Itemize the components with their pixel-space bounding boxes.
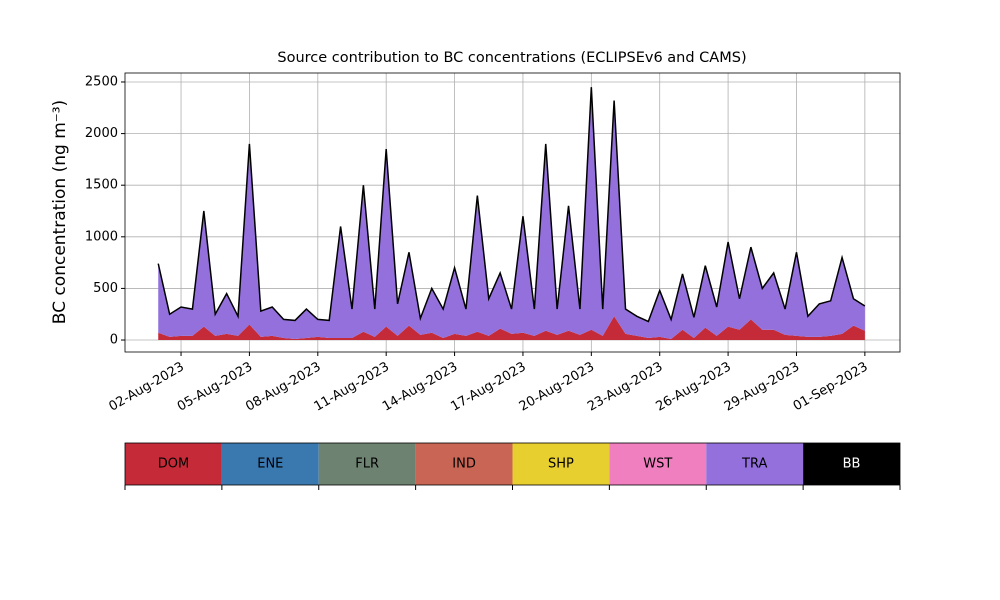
- y-tick-label: 2000: [85, 126, 118, 141]
- y-tick-label: 1500: [85, 178, 118, 193]
- legend-frame: [124, 442, 901, 486]
- legend-swatch: [318, 443, 416, 485]
- area: [158, 87, 865, 339]
- y-axis-label: BC concentration (ng m⁻³): [50, 100, 70, 324]
- x-tick-label: 08-Aug-2023: [243, 360, 323, 415]
- legend-swatch: [609, 443, 707, 485]
- legend-label: DOM: [158, 457, 189, 472]
- legend-label: FLR: [355, 457, 379, 472]
- legend-label: IND: [452, 457, 476, 472]
- x-tick-label: 20-Aug-2023: [517, 360, 597, 415]
- legend-swatch: [221, 443, 319, 485]
- area: [158, 316, 865, 341]
- plot-frame: [124, 72, 901, 353]
- top-line: [157, 87, 866, 323]
- x-tick-label: 02-Aug-2023: [106, 360, 186, 415]
- legend-label: WST: [643, 457, 672, 472]
- y-tick-label: 1000: [85, 229, 118, 244]
- x-tick-label: 23-Aug-2023: [585, 360, 665, 415]
- x-tick-label: 29-Aug-2023: [722, 360, 802, 415]
- legend-label: SHP: [548, 457, 574, 472]
- x-tick-label: 14-Aug-2023: [380, 360, 460, 415]
- x-tick-label: 11-Aug-2023: [312, 360, 392, 415]
- chart-title: Source contribution to BC concentrations…: [277, 50, 746, 66]
- y-tick-label: 0: [110, 333, 118, 348]
- x-tick-label: 01-Sep-2023: [791, 360, 871, 415]
- x-tick-label: 05-Aug-2023: [175, 360, 255, 415]
- y-tick-label: 500: [93, 281, 118, 296]
- legend-swatch: [803, 443, 900, 485]
- y-tick-label: 2500: [85, 74, 118, 89]
- legend-swatch: [706, 443, 804, 485]
- legend-label: ENE: [257, 457, 283, 472]
- legend-swatch: [512, 443, 610, 485]
- legend-swatch: [415, 443, 513, 485]
- legend-label: BB: [843, 457, 861, 472]
- x-tick-label: 17-Aug-2023: [448, 360, 528, 415]
- x-tick-label: 26-Aug-2023: [654, 360, 734, 415]
- legend-swatch: [125, 443, 222, 485]
- legend-label: TRA: [741, 457, 767, 472]
